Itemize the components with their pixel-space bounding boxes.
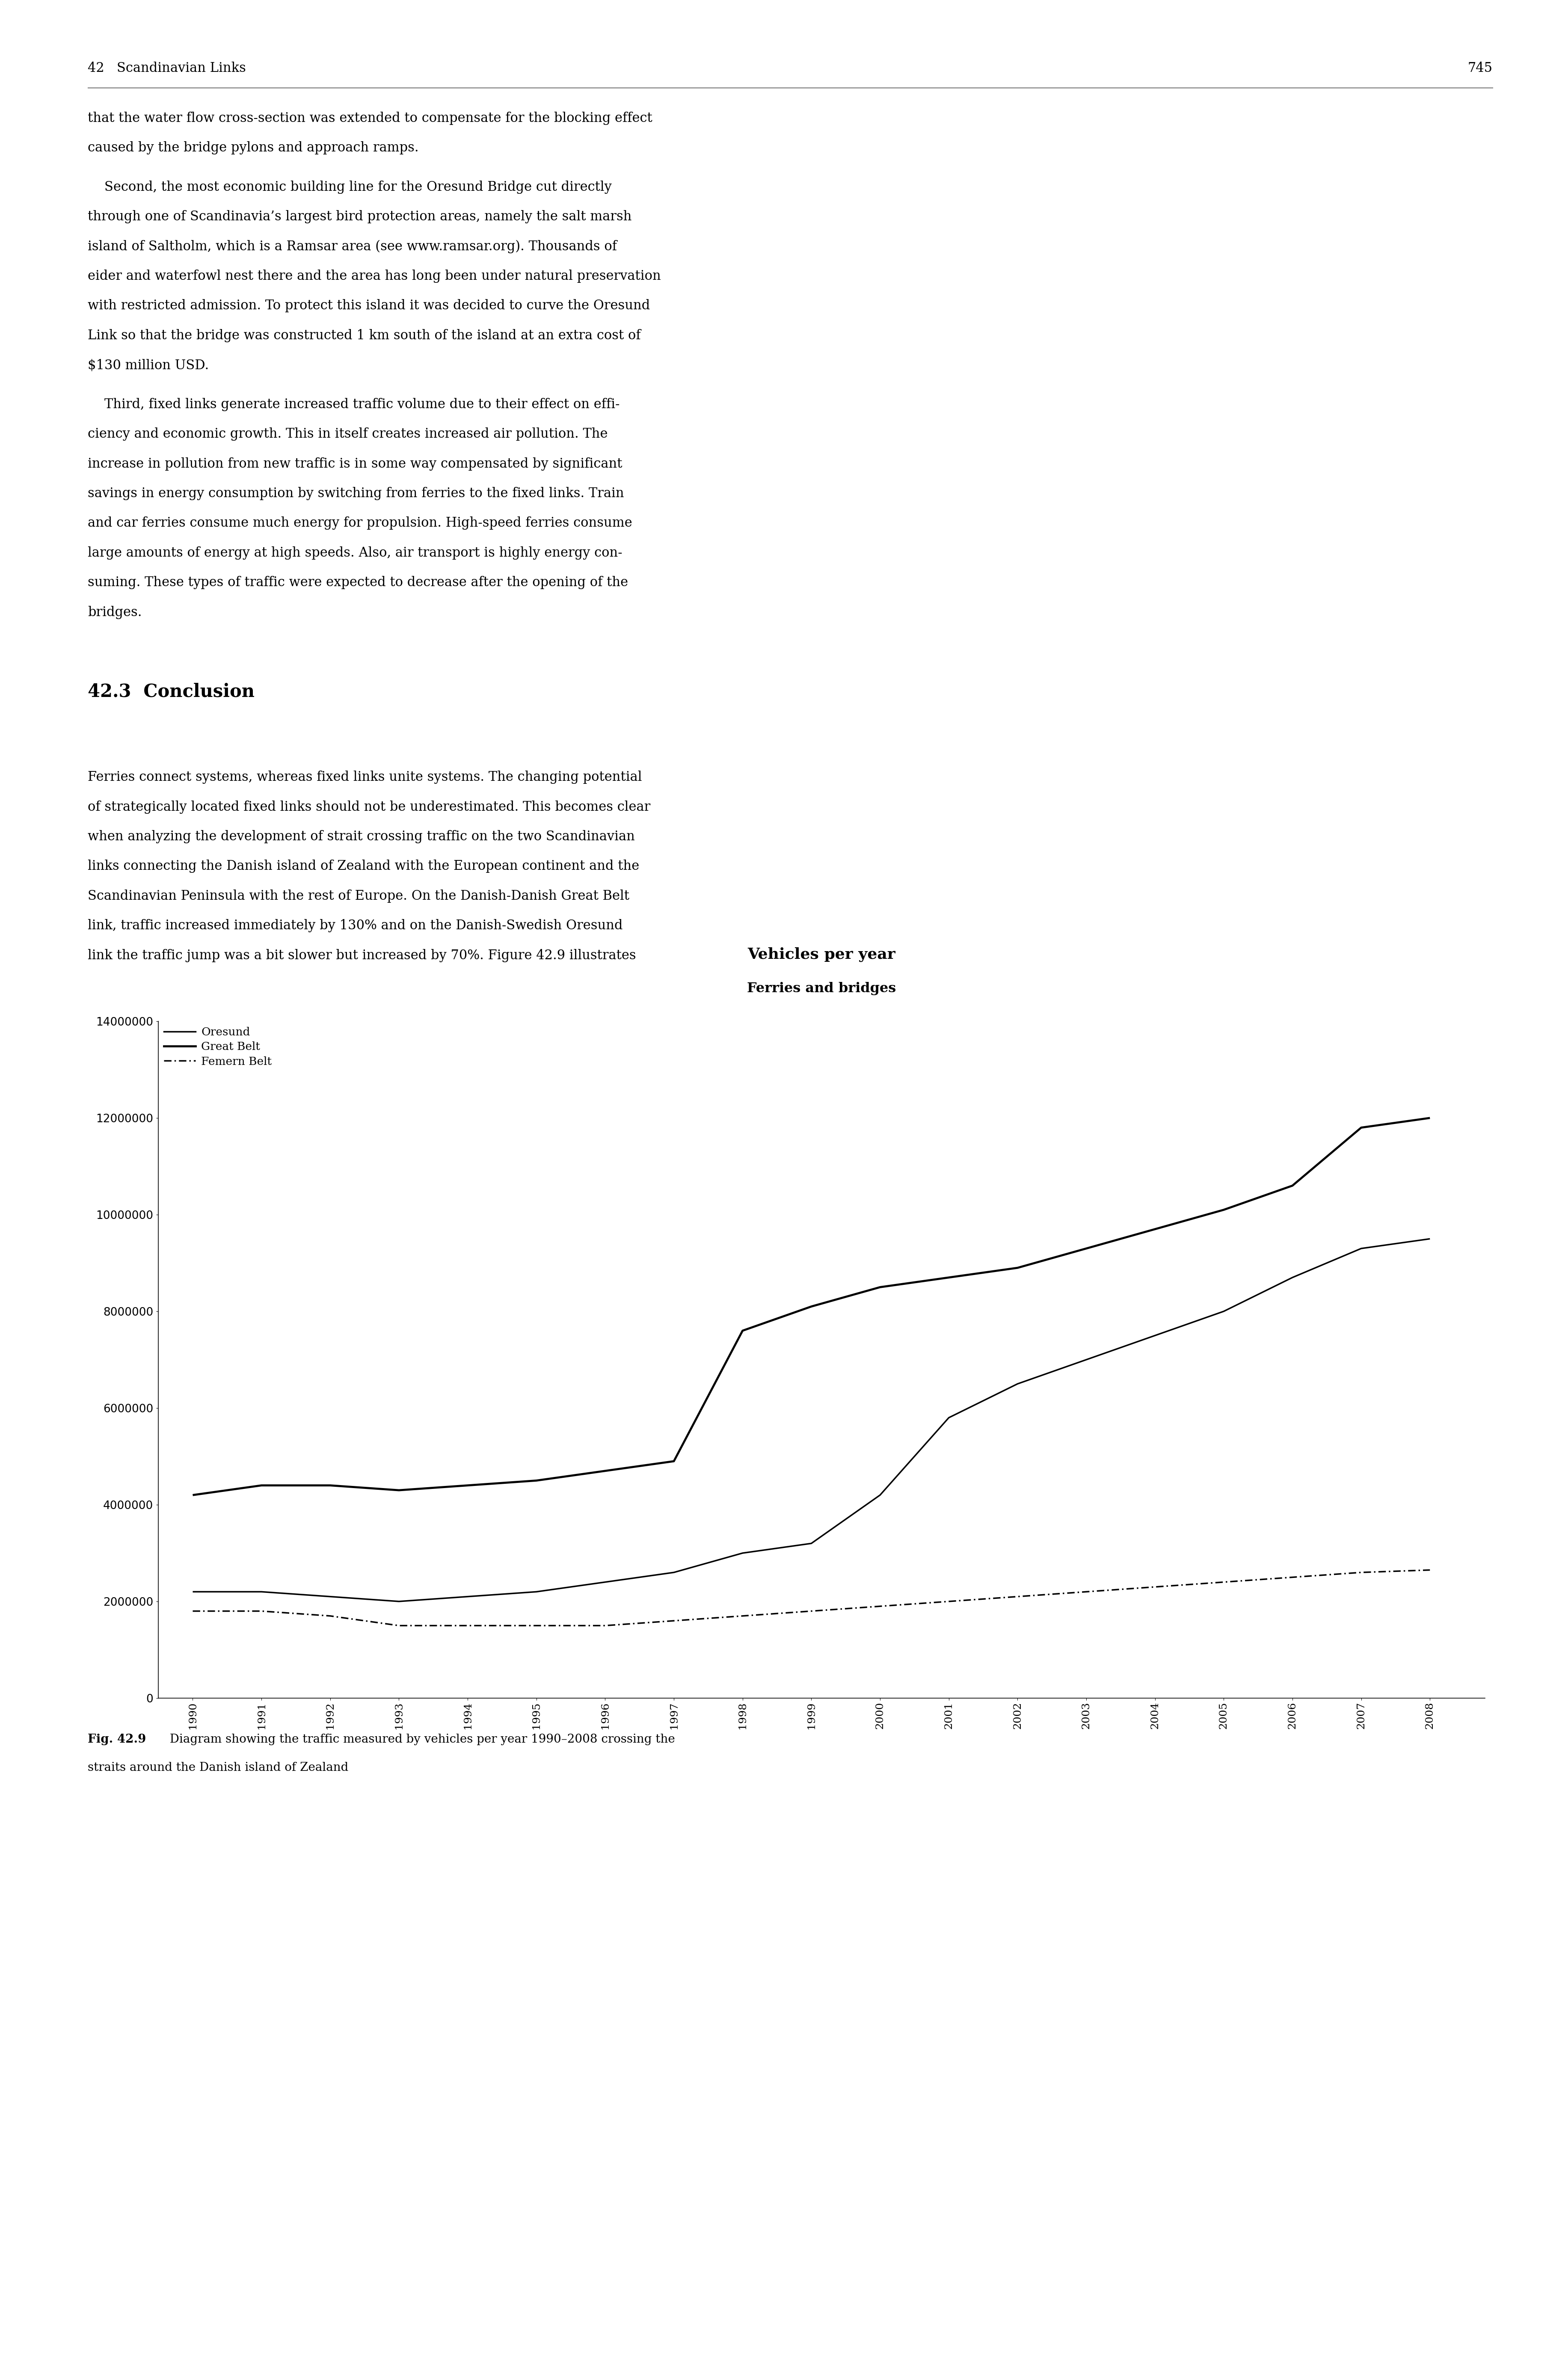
Text: Vehicles per year: Vehicles per year	[748, 948, 895, 962]
Text: when analyzing the development of strait crossing traffic on the two Scandinavia: when analyzing the development of strait…	[88, 829, 635, 843]
Text: bridges.: bridges.	[88, 606, 143, 620]
Text: link the traffic jump was a bit slower but increased by 70%. Figure 42.9 illustr: link the traffic jump was a bit slower b…	[88, 948, 637, 962]
Text: Scandinavian Peninsula with the rest of Europe. On the Danish-Danish Great Belt: Scandinavian Peninsula with the rest of …	[88, 888, 629, 902]
Text: through one of Scandinavia’s largest bird protection areas, namely the salt mars: through one of Scandinavia’s largest bir…	[88, 209, 632, 223]
Text: and car ferries consume much energy for propulsion. High-speed ferries consume: and car ferries consume much energy for …	[88, 515, 632, 530]
Text: straits around the Danish island of Zealand: straits around the Danish island of Zeal…	[88, 1762, 348, 1774]
Text: suming. These types of traffic were expected to decrease after the opening of th: suming. These types of traffic were expe…	[88, 575, 629, 589]
Text: Ferries connect systems, whereas fixed links unite systems. The changing potenti: Ferries connect systems, whereas fixed l…	[88, 770, 641, 784]
Text: 42.3  Conclusion: 42.3 Conclusion	[88, 682, 254, 701]
Text: 745: 745	[1468, 62, 1493, 76]
Text: Link so that the bridge was constructed 1 km south of the island at an extra cos: Link so that the bridge was constructed …	[88, 328, 641, 342]
Legend: Oresund, Great Belt, Femern Belt: Oresund, Great Belt, Femern Belt	[165, 1026, 271, 1066]
Text: caused by the bridge pylons and approach ramps.: caused by the bridge pylons and approach…	[88, 142, 419, 154]
Text: $130 million USD.: $130 million USD.	[88, 359, 209, 373]
Text: Fig. 42.9: Fig. 42.9	[88, 1734, 146, 1746]
Text: increase in pollution from new traffic is in some way compensated by significant: increase in pollution from new traffic i…	[88, 456, 622, 470]
Text: Third, fixed links generate increased traffic volume due to their effect on effi: Third, fixed links generate increased tr…	[88, 397, 619, 411]
Text: that the water flow cross-section was extended to compensate for the blocking ef: that the water flow cross-section was ex…	[88, 112, 652, 126]
Text: with restricted admission. To protect this island it was decided to curve the Or: with restricted admission. To protect th…	[88, 299, 651, 314]
Text: Ferries and bridges: Ferries and bridges	[746, 981, 897, 995]
Text: Second, the most economic building line for the Oresund Bridge cut directly: Second, the most economic building line …	[88, 180, 612, 195]
Text: 42   Scandinavian Links: 42 Scandinavian Links	[88, 62, 246, 76]
Text: eider and waterfowl nest there and the area has long been under natural preserva: eider and waterfowl nest there and the a…	[88, 268, 662, 283]
Text: links connecting the Danish island of Zealand with the European continent and th: links connecting the Danish island of Ze…	[88, 860, 640, 874]
Text: savings in energy consumption by switching from ferries to the fixed links. Trai: savings in energy consumption by switchi…	[88, 487, 624, 501]
Text: ciency and economic growth. This in itself creates increased air pollution. The: ciency and economic growth. This in itse…	[88, 427, 608, 442]
Text: island of Saltholm, which is a Ramsar area (see www.ramsar.org). Thousands of: island of Saltholm, which is a Ramsar ar…	[88, 240, 618, 254]
Text: large amounts of energy at high speeds. Also, air transport is highly energy con: large amounts of energy at high speeds. …	[88, 546, 622, 560]
Text: Diagram showing the traffic measured by vehicles per year 1990–2008 crossing the: Diagram showing the traffic measured by …	[163, 1734, 676, 1746]
Text: of strategically located fixed links should not be underestimated. This becomes : of strategically located fixed links sho…	[88, 800, 651, 815]
Text: link, traffic increased immediately by 130% and on the Danish-Swedish Oresund: link, traffic increased immediately by 1…	[88, 919, 622, 933]
